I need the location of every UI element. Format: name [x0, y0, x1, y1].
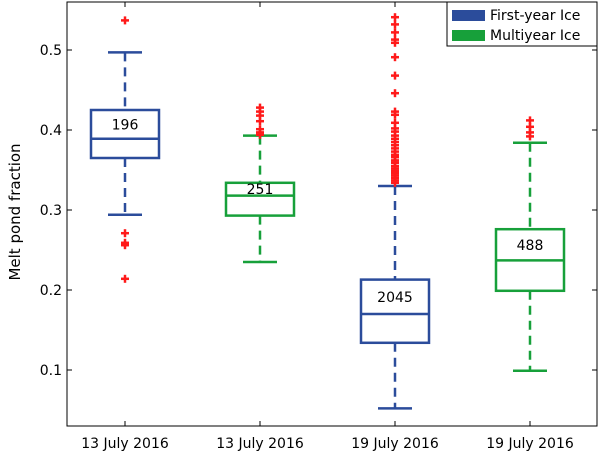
outlier-point	[391, 89, 399, 98]
iqr-box	[224, 181, 296, 217]
y-tick-label: 0.2	[40, 283, 62, 299]
outlier-point	[391, 178, 399, 187]
iqr-box	[89, 108, 161, 160]
y-tick-label: 0.5	[40, 43, 62, 59]
sample-count-label: 251	[247, 182, 274, 198]
x-tick-label: 13 July 2016	[216, 436, 304, 452]
legend-label-first-year-ice: First-year Ice	[490, 8, 580, 24]
outlier-point	[391, 28, 399, 37]
outlier-point	[121, 274, 129, 283]
plot-area: 0.1 0.2 0.3 0.4 0.5 13 July 2016 13 July 2016 1…	[40, 1, 598, 452]
outlier-point	[256, 130, 264, 139]
sample-count-label: 196	[112, 117, 139, 133]
x-tick-label: 19 July 2016	[351, 436, 439, 452]
outlier-point	[391, 13, 399, 22]
outlier-point	[391, 20, 399, 29]
sample-count-label: 488	[517, 238, 544, 254]
y-axis-label: Melt pond fraction	[6, 143, 24, 280]
y-tick-label: 0.3	[40, 203, 62, 219]
outlier-point	[391, 71, 399, 80]
outlier-point	[391, 110, 399, 119]
outlier-point	[256, 117, 264, 126]
x-tick-label: 13 July 2016	[81, 436, 169, 452]
iqr-box	[359, 278, 431, 345]
outlier-point	[391, 53, 399, 62]
sample-count-label: 2045	[377, 290, 413, 306]
legend-label-multiyear-ice: Multiyear Ice	[490, 28, 580, 44]
x-tick-label: 19 July 2016	[486, 436, 574, 452]
legend-swatch-first-year-ice	[452, 10, 485, 21]
outlier-point	[121, 229, 129, 238]
outlier-point	[391, 38, 399, 47]
outlier-point	[121, 16, 129, 25]
outlier-point	[121, 241, 129, 250]
legend: First-year Ice Multiyear Ice	[446, 1, 598, 47]
y-tick-label: 0.1	[40, 363, 62, 379]
y-tick-label: 0.4	[40, 123, 62, 139]
outlier-point	[526, 132, 534, 141]
legend-swatch-multiyear-ice	[452, 30, 485, 41]
plot-frame	[66, 1, 598, 427]
